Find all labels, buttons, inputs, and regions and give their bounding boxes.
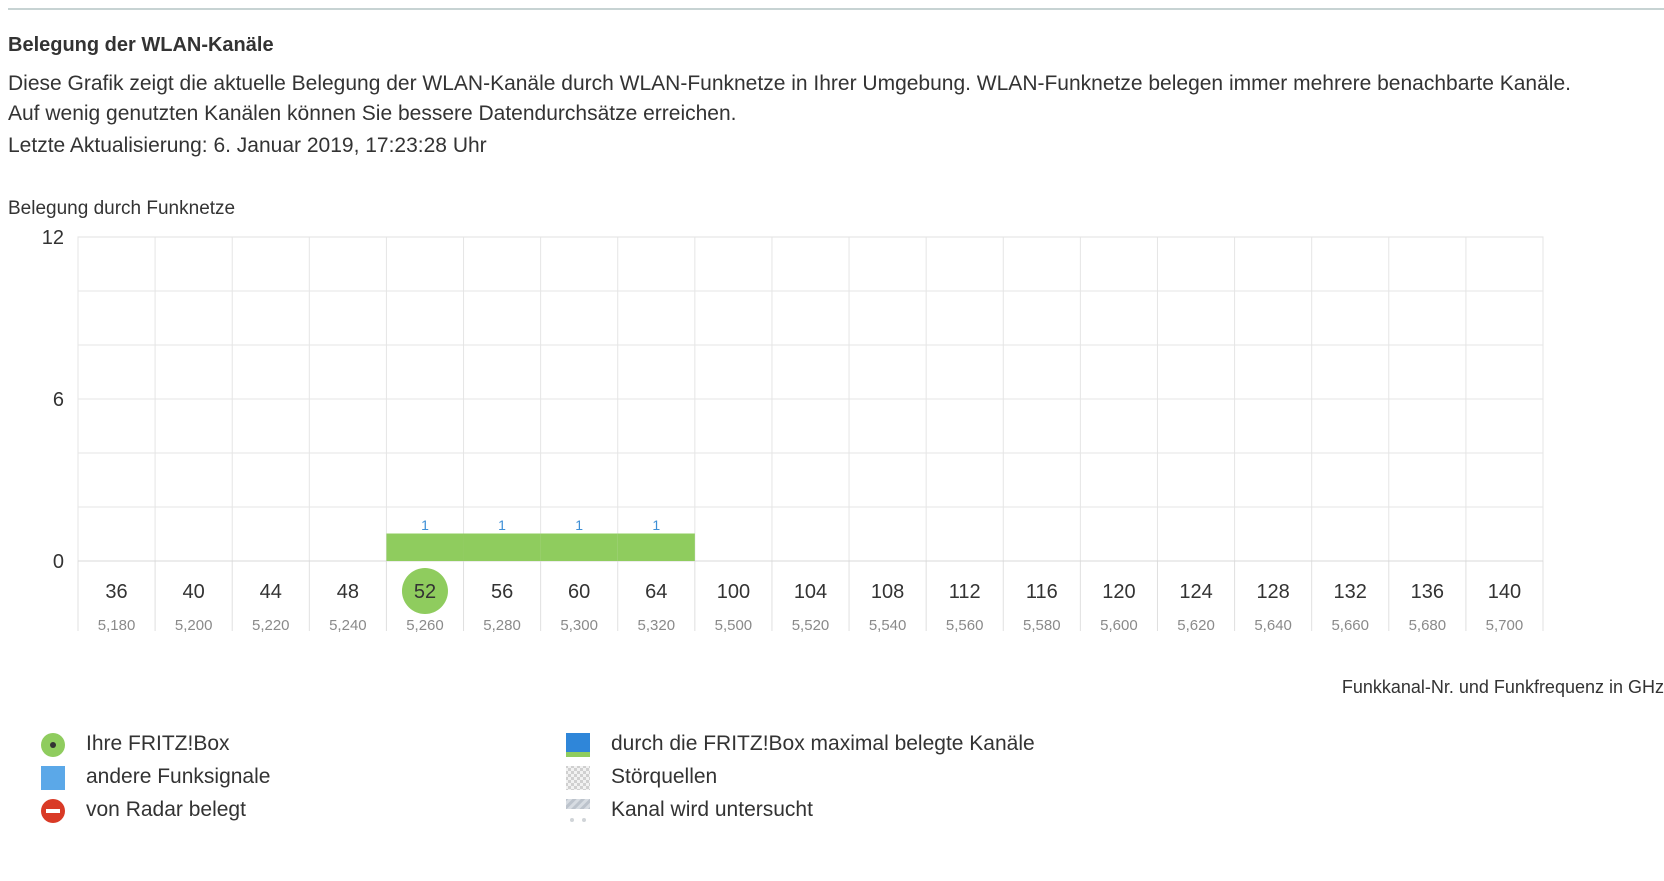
x-tick-frequency: 5,660 (1331, 617, 1369, 634)
x-tick-channel: 40 (183, 581, 205, 603)
section-title: Belegung der WLAN-Kanäle (8, 34, 274, 56)
max-channels-icon (566, 733, 590, 757)
x-tick-channel: 140 (1488, 581, 1521, 603)
last-update: Letzte Aktualisierung: 6. Januar 2019, 1… (8, 134, 487, 157)
x-tick-frequency: 5,600 (1100, 617, 1138, 634)
legend-label: Ihre FRITZ!Box (86, 732, 230, 755)
bar-value-label: 1 (652, 517, 660, 533)
bar-value-label: 1 (421, 517, 429, 533)
legend-label: Kanal wird untersucht (611, 798, 813, 821)
x-tick-channel: 124 (1179, 581, 1212, 603)
x-tick-frequency: 5,260 (406, 617, 444, 634)
x-tick-channel: 136 (1411, 581, 1444, 603)
x-tick-frequency: 5,520 (792, 617, 830, 634)
bar-channel-52 (386, 533, 464, 561)
x-tick-frequency: 5,640 (1254, 617, 1292, 634)
description-line-1: Diese Grafik zeigt die aktuelle Belegung… (8, 72, 1571, 95)
legend-label: durch die FRITZ!Box maximal belegte Kanä… (611, 732, 1035, 755)
x-tick-frequency: 5,320 (638, 617, 676, 634)
x-tick-channel: 112 (949, 581, 981, 603)
bar-channel-64 (617, 533, 695, 561)
x-tick-frequency: 5,200 (175, 617, 213, 634)
x-tick-frequency: 5,620 (1177, 617, 1215, 634)
x-tick-channel: 44 (260, 581, 282, 603)
chart-title: Belegung durch Funknetze (8, 198, 236, 219)
y-tick-label: 6 (53, 389, 64, 411)
x-tick-frequency: 5,180 (98, 617, 136, 634)
x-tick-frequency: 5,540 (869, 617, 907, 634)
y-tick-label: 0 (53, 551, 64, 573)
own-channel-marker (401, 568, 448, 614)
x-tick-channel: 108 (871, 581, 904, 603)
x-tick-channel: 120 (1102, 581, 1135, 603)
description: Diese Grafik zeigt die aktuelle Belegung… (8, 69, 1658, 129)
bar-channel-60 (540, 533, 618, 561)
x-axis-caption: Funkkanal-Nr. und Funkfrequenz in GHz (1341, 677, 1664, 697)
radar-icon (41, 799, 65, 823)
x-tick-channel: 100 (717, 581, 750, 603)
x-tick-frequency: 5,300 (560, 617, 598, 634)
x-tick-channel: 104 (794, 581, 827, 603)
legend-label: von Radar belegt (86, 798, 246, 821)
x-tick-frequency: 5,500 (715, 617, 753, 634)
x-tick-frequency: 5,700 (1486, 617, 1524, 634)
bar-value-label: 1 (498, 517, 506, 533)
description-line-2: Auf wenig genutzten Kanälen können Sie b… (8, 102, 737, 125)
x-tick-channel: 60 (568, 581, 590, 603)
other-signals-icon (41, 766, 65, 790)
legend-label: andere Funksignale (86, 765, 271, 788)
x-tick-channel: 128 (1256, 581, 1289, 603)
y-tick-label: 12 (42, 227, 64, 249)
own-fritzbox-icon (41, 733, 65, 757)
bar-value-label: 1 (575, 517, 583, 533)
x-tick-frequency: 5,280 (483, 617, 521, 634)
x-tick-frequency: 5,580 (1023, 617, 1061, 634)
x-tick-channel: 36 (105, 581, 127, 603)
x-tick-channel: 56 (491, 581, 513, 603)
x-tick-channel: 64 (645, 581, 667, 603)
interference-icon (566, 766, 590, 790)
top-divider (8, 8, 1664, 10)
x-tick-frequency: 5,560 (946, 617, 984, 634)
x-tick-channel: 52 (414, 581, 436, 603)
legend-label: Störquellen (611, 765, 718, 788)
bar-channel-56 (463, 533, 541, 561)
x-tick-channel: 132 (1334, 581, 1367, 603)
x-tick-frequency: 5,240 (329, 617, 367, 634)
x-tick-frequency: 5,680 (1409, 617, 1447, 634)
x-tick-frequency: 5,220 (252, 617, 290, 634)
x-tick-channel: 116 (1026, 581, 1058, 603)
x-tick-channel: 48 (337, 581, 359, 603)
scanning-icon (566, 799, 590, 822)
